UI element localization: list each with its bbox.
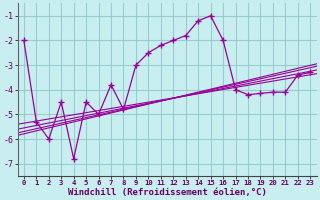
X-axis label: Windchill (Refroidissement éolien,°C): Windchill (Refroidissement éolien,°C) [68,188,267,197]
